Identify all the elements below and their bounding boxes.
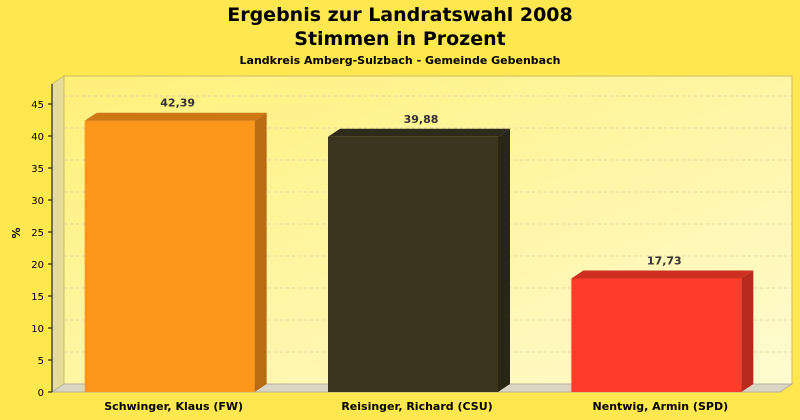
y-tick-label: 20 xyxy=(31,260,44,271)
grid-line-side xyxy=(51,223,65,233)
y-tick-label: 10 xyxy=(31,324,44,335)
bar-value-label: 42,39 xyxy=(160,97,195,110)
y-tick-label: 15 xyxy=(31,292,44,303)
grid-line-side xyxy=(51,191,65,201)
grid-line-side xyxy=(51,95,65,105)
y-tick-label: 35 xyxy=(31,164,44,175)
chart-title-line-2: Stimmen in Prozent xyxy=(294,28,506,50)
y-tick-label: 5 xyxy=(38,356,44,367)
y-tick-label: 45 xyxy=(31,100,44,111)
bar-value-label: 17,73 xyxy=(647,255,682,268)
y-tick-label: 25 xyxy=(31,228,44,239)
y-tick-label: 40 xyxy=(31,132,44,143)
y-axis-label: % xyxy=(10,227,23,238)
bar-side xyxy=(254,112,267,392)
bar-top xyxy=(328,128,510,137)
bar-side xyxy=(741,270,754,392)
chart-subtitle: Landkreis Amberg-Sulzbach - Gemeinde Geb… xyxy=(239,54,561,67)
y-tick-label: 0 xyxy=(38,388,44,399)
x-category-label: Reisinger, Richard (CSU) xyxy=(341,400,492,413)
grid-line-side xyxy=(51,287,65,297)
bar-side xyxy=(498,128,510,392)
bar-top xyxy=(84,112,267,121)
bar-top xyxy=(571,270,754,279)
bar-group: 39,88 xyxy=(328,113,510,392)
plot-left-wall xyxy=(51,75,65,393)
bar-group: 17,73 xyxy=(571,255,754,392)
grid-line-side xyxy=(51,319,65,329)
bar xyxy=(84,120,255,392)
bar-value-label: 39,88 xyxy=(404,113,439,126)
bar-group: 42,39 xyxy=(84,97,267,392)
grid-line-side xyxy=(51,159,65,169)
bar xyxy=(571,278,742,392)
x-category-label: Schwinger, Klaus (FW) xyxy=(104,400,243,413)
bar xyxy=(328,136,498,392)
x-category-label: Nentwig, Armin (SPD) xyxy=(593,400,729,413)
y-tick-label: 30 xyxy=(31,196,44,207)
grid-line-side xyxy=(51,255,65,265)
chart-title-line-1: Ergebnis zur Landratswahl 2008 xyxy=(227,4,573,26)
grid-line-side xyxy=(51,351,65,361)
grid-line-side xyxy=(51,127,65,137)
